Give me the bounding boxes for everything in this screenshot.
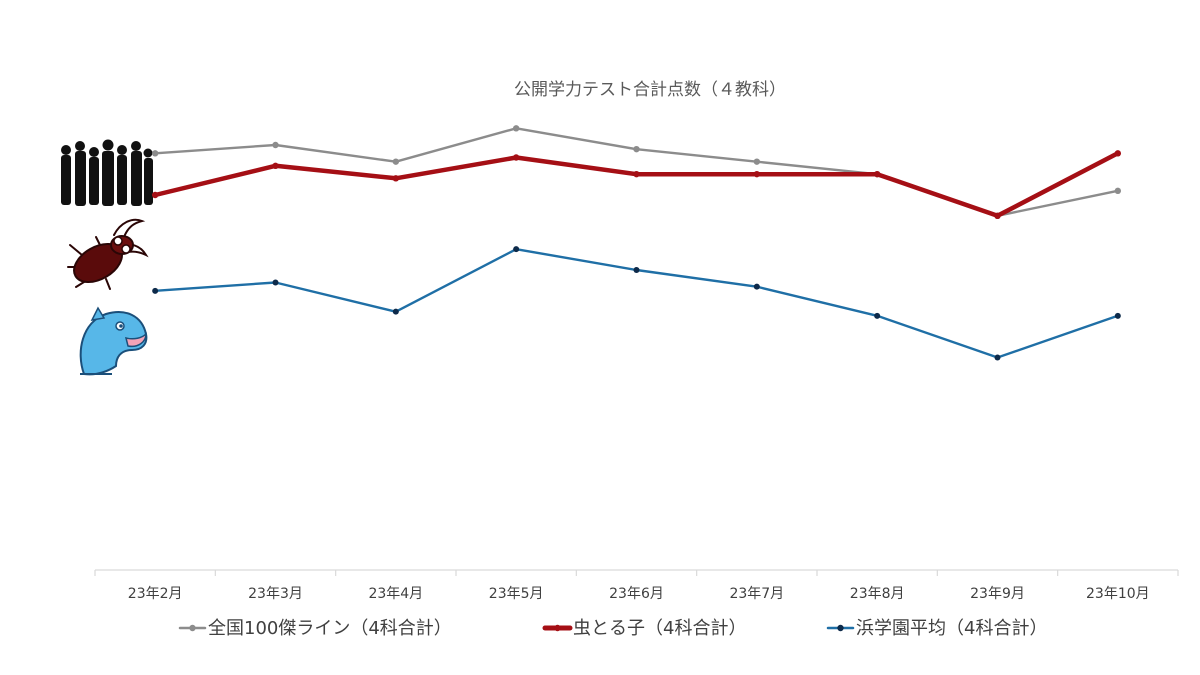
series-line [152,151,1121,219]
legend-label: 浜学園平均（4科合計） [856,618,1047,639]
series-point [994,354,1001,361]
legend-label: 虫とる子（4科合計） [573,618,746,639]
x-axis-labels: 23年2月 23年3月 23年4月 23年5月 23年6月 23年7月 23年8月 23年9月… [128,586,1150,602]
series-point [272,279,279,286]
x-tick-label: 23年8月 [850,586,905,602]
series-line [153,247,1120,359]
x-tick-label: 23年3月 [248,586,303,602]
series-point [151,191,159,199]
series-point [392,175,400,182]
x-tick-label: 23年4月 [368,586,423,602]
x-tick-label: 23年7月 [729,586,784,602]
legend-marker [554,624,561,632]
series-point [874,312,881,319]
series-point [1114,150,1122,157]
series-point [152,287,159,294]
series-point [1114,312,1121,319]
dolphin-icon [79,306,148,376]
crowd-silhouette-icon [61,139,153,206]
series-point [272,162,279,170]
x-tick-label: 23年9月 [970,586,1025,602]
series-point [513,246,520,253]
series-point [1114,187,1122,195]
x-tick-label: 23年6月 [609,586,664,602]
series-point [633,145,640,153]
series-point [512,154,520,161]
series-point [512,125,520,132]
series-point [994,212,1001,220]
series-point [873,170,881,178]
series-point [151,150,159,157]
series-point [392,158,400,165]
series-layer [151,125,1122,361]
series-point [272,141,279,149]
legend: 全国100傑ライン（4科合計） 虫とる子（4科合計） 浜学園平均（4科合計） [178,618,1047,639]
series-point [753,158,761,165]
legend-label: 全国100傑ライン（4科合計） [208,618,452,639]
x-axis-ticks [94,570,1179,576]
series-point [753,283,760,290]
x-tick-label: 23年5月 [489,586,544,602]
series-point [392,308,399,315]
series-point [633,267,640,273]
legend-marker [189,624,196,632]
chart-title: 公開学力テスト合計点数（４教科） [514,80,786,100]
series-point [633,170,640,178]
x-tick-label: 23年2月 [128,586,183,602]
series-point [753,170,761,178]
legend-marker [837,624,844,632]
stag-beetle-icon [67,218,149,290]
x-tick-label: 23年10月 [1086,586,1150,602]
